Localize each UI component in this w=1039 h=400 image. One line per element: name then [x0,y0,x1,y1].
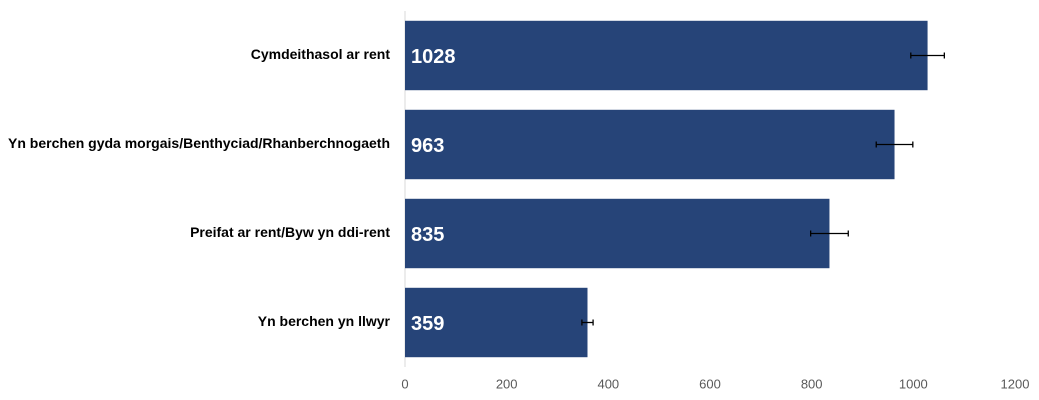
x-tick-label: 400 [597,376,619,391]
x-tick-label: 200 [496,376,518,391]
error-bar [581,319,594,326]
x-tick-label: 600 [699,376,721,391]
value-label: 835 [411,224,444,246]
error-bar [910,52,945,59]
y-tick-label: Yn berchen yn llwyr [258,313,391,329]
y-tick-label: Yn berchen gyda morgais/Benthyciad/Rhanb… [8,135,390,151]
value-label: 963 [411,135,444,157]
error-bar [875,141,914,148]
x-tick-label: 1200 [1001,376,1030,391]
x-tick-label: 1000 [899,376,928,391]
y-tick-label: Preifat ar rent/Byw yn ddi-rent [190,224,390,240]
bar [405,109,895,180]
y-tick-label: Cymdeithasol ar rent [251,46,391,62]
x-tick-label: 800 [801,376,823,391]
value-label: 1028 [411,46,456,68]
bar [405,198,830,269]
error-bar [810,230,849,237]
bar [405,20,928,91]
x-tick-label: 0 [401,376,408,391]
bar [405,287,588,358]
value-label: 359 [411,313,444,335]
